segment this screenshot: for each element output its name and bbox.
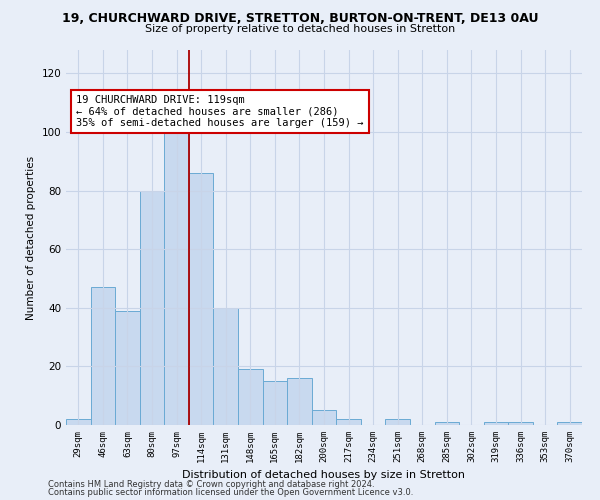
Bar [189,173,214,425]
Bar [91,288,115,425]
Bar [336,419,361,425]
Text: Contains HM Land Registry data © Crown copyright and database right 2024.: Contains HM Land Registry data © Crown c… [48,480,374,489]
Bar [312,410,336,425]
Bar [484,422,508,425]
Y-axis label: Number of detached properties: Number of detached properties [26,156,36,320]
Bar [66,419,91,425]
Bar [115,310,140,425]
Bar [214,308,238,425]
Bar [238,370,263,425]
Text: 19 CHURCHWARD DRIVE: 119sqm
← 64% of detached houses are smaller (286)
35% of se: 19 CHURCHWARD DRIVE: 119sqm ← 64% of det… [76,95,364,128]
Text: 19, CHURCHWARD DRIVE, STRETTON, BURTON-ON-TRENT, DE13 0AU: 19, CHURCHWARD DRIVE, STRETTON, BURTON-O… [62,12,538,24]
Bar [164,132,189,425]
Text: Size of property relative to detached houses in Stretton: Size of property relative to detached ho… [145,24,455,34]
Bar [434,422,459,425]
Bar [263,381,287,425]
Bar [140,190,164,425]
Text: Contains public sector information licensed under the Open Government Licence v3: Contains public sector information licen… [48,488,413,497]
Bar [508,422,533,425]
Bar [385,419,410,425]
X-axis label: Distribution of detached houses by size in Stretton: Distribution of detached houses by size … [182,470,466,480]
Bar [287,378,312,425]
Bar [557,422,582,425]
